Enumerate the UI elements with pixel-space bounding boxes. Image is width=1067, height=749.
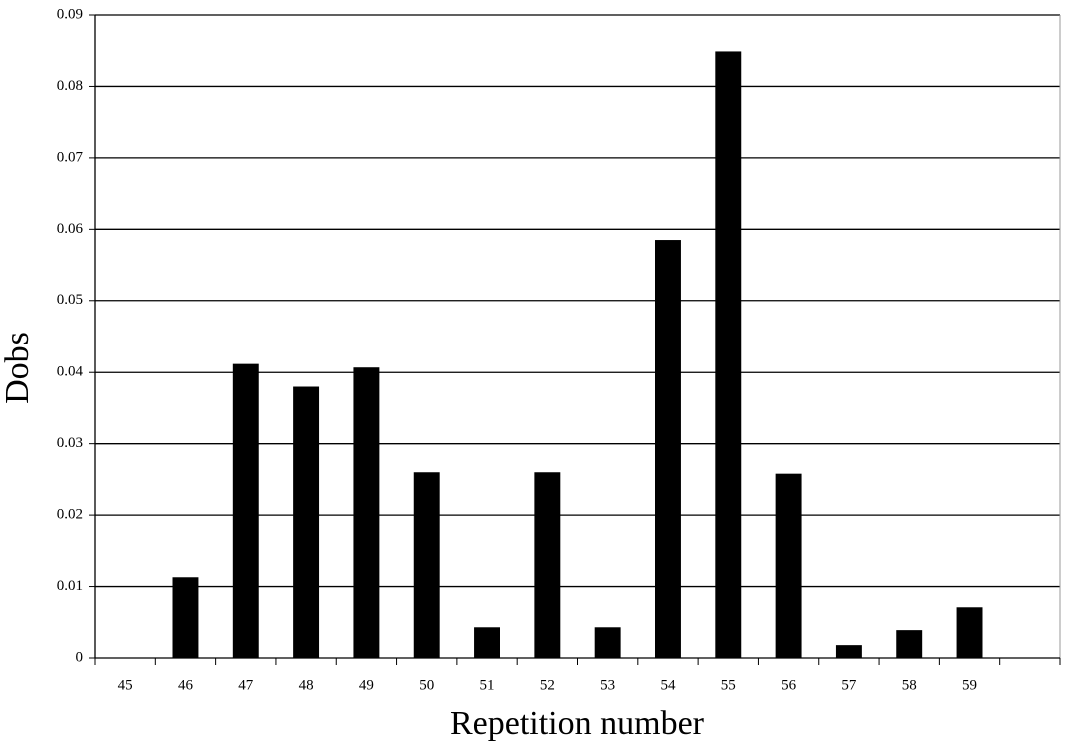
- bar: [775, 473, 802, 658]
- bar: [594, 627, 621, 658]
- bar: [956, 607, 983, 658]
- x-tick-label: 46: [178, 677, 194, 693]
- bar: [835, 645, 862, 658]
- bar: [413, 472, 440, 658]
- x-tick-label: 47: [238, 677, 254, 693]
- x-tick-label: 55: [721, 677, 736, 693]
- y-tick-label: 0.06: [57, 221, 84, 237]
- y-tick-label: 0.09: [57, 6, 83, 22]
- x-tick-label: 58: [902, 677, 917, 693]
- bar: [293, 386, 320, 658]
- x-tick-label: 54: [660, 677, 676, 693]
- x-tick-label: 48: [299, 677, 314, 693]
- x-tick-label: 56: [781, 677, 797, 693]
- y-tick-label: 0.03: [57, 435, 83, 451]
- x-tick-label: 45: [118, 677, 133, 693]
- bar: [474, 627, 500, 658]
- x-tick-label: 53: [600, 677, 615, 693]
- y-tick-label: 0: [76, 649, 84, 665]
- bar: [715, 51, 742, 659]
- x-tick-label: 50: [419, 677, 434, 693]
- x-tick-label: 49: [359, 677, 374, 693]
- y-tick-label: 0.07: [57, 149, 84, 165]
- y-axis-label: Dobs: [0, 332, 36, 404]
- y-tick-label: 0.04: [57, 364, 84, 380]
- bar: [172, 577, 199, 658]
- bar: [232, 363, 259, 658]
- y-tick-label: 0.01: [57, 578, 83, 594]
- bar: [655, 240, 681, 659]
- x-tick-label: 51: [480, 677, 495, 693]
- x-axis-label: Repetition number: [450, 705, 705, 742]
- bar: [534, 472, 561, 658]
- y-tick-label: 0.02: [57, 507, 83, 523]
- x-tick-label: 52: [540, 677, 555, 693]
- bar: [896, 630, 923, 658]
- x-tick-label: 59: [962, 677, 977, 693]
- y-tick-label: 0.08: [57, 78, 83, 94]
- bar: [353, 367, 380, 658]
- x-tick-label: 57: [841, 677, 857, 693]
- y-tick-label: 0.05: [57, 292, 83, 308]
